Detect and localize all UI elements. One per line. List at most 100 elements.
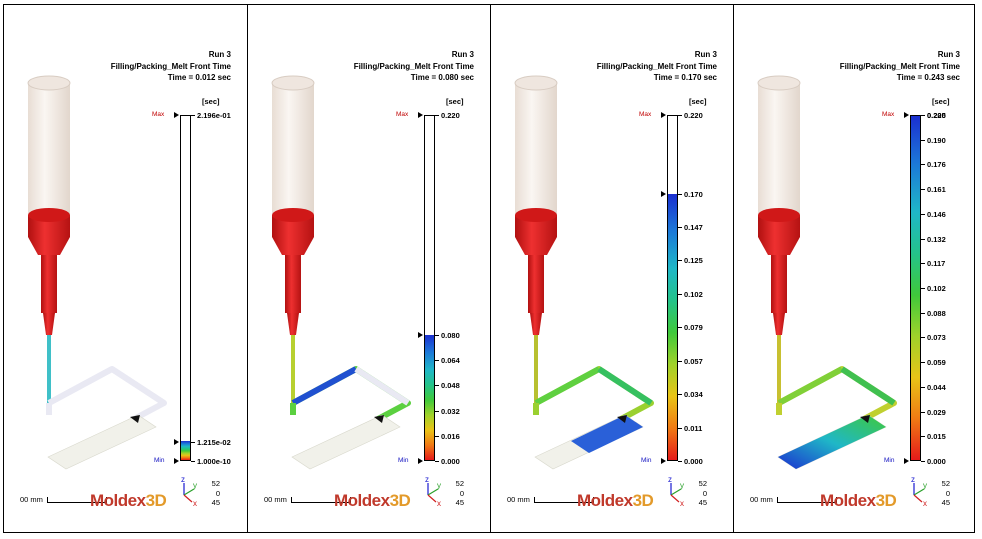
legend-tick-label: 0.057 bbox=[684, 356, 703, 366]
legend-tick-mark bbox=[921, 189, 925, 191]
barrel bbox=[515, 83, 557, 215]
nozzle-rim bbox=[28, 208, 70, 222]
scale-label: 00 mm bbox=[750, 495, 773, 504]
scale-label: 00 mm bbox=[20, 495, 43, 504]
legend-tick-label: 0.161 bbox=[927, 185, 946, 195]
panel-header: Run 3 Filling/Packing_Melt Front Time Ti… bbox=[597, 49, 717, 84]
legend-tick-label: 0.032 bbox=[441, 406, 460, 416]
legend-tick-mark bbox=[191, 115, 195, 116]
legend-tick-label: 0.132 bbox=[927, 234, 946, 244]
time-label: Time = 0.243 sec bbox=[896, 73, 960, 82]
legend-tick-mark bbox=[678, 226, 682, 228]
legend-tick-label: 0.147 bbox=[684, 222, 703, 232]
result-name: Filling/Packing_Melt Front Time bbox=[110, 61, 231, 71]
legend-tick-mark bbox=[678, 360, 682, 362]
legend-tick-label: 0.073 bbox=[927, 333, 946, 343]
max-label: Max bbox=[639, 111, 652, 118]
moldex3d-logo: Moldex3D bbox=[577, 491, 654, 510]
result-panel-2[interactable]: Run 3 Filling/Packing_Melt Front Time Ti… bbox=[248, 5, 491, 532]
svg-text:z: z bbox=[425, 475, 429, 484]
legend-tick-mark bbox=[678, 293, 682, 295]
scale-line bbox=[46, 497, 107, 503]
result-panel-4[interactable]: Run 3 Filling/Packing_Melt Front Time Ti… bbox=[734, 5, 976, 532]
rotation-z: 45 bbox=[211, 498, 220, 507]
gate bbox=[860, 415, 870, 423]
legend-tick-mark bbox=[678, 327, 682, 329]
runner-branch-2 bbox=[110, 366, 166, 406]
scale-label: 00 mm bbox=[264, 495, 287, 504]
legend-tick-label: 0.220 bbox=[927, 111, 946, 120]
result-name: Filling/Packing_Melt Front Time bbox=[596, 61, 717, 71]
model-view[interactable] bbox=[4, 5, 248, 532]
model-view[interactable] bbox=[491, 5, 734, 532]
svg-text:z: z bbox=[181, 475, 185, 484]
current-level-marker bbox=[661, 190, 666, 197]
axis-triad-icon[interactable]: zy x bbox=[663, 475, 691, 507]
scale-label: 00 mm bbox=[507, 495, 530, 504]
legend-tick-mark bbox=[435, 335, 439, 337]
max-marker bbox=[174, 112, 179, 118]
legend-tick-mark bbox=[678, 427, 682, 429]
legend-tick-mark bbox=[921, 337, 925, 339]
legend-tick-label: 0.015 bbox=[927, 432, 946, 442]
current-level-marker bbox=[418, 332, 423, 339]
axis-triad-icon[interactable]: zy x bbox=[906, 475, 934, 507]
legend-tick-mark bbox=[678, 115, 682, 116]
part-plate bbox=[291, 414, 401, 470]
panel-header: Run 3 Filling/Packing_Melt Front Time Ti… bbox=[840, 49, 960, 84]
svg-text:x: x bbox=[923, 499, 927, 507]
run-label: Run 3 bbox=[937, 50, 960, 59]
run-label: Run 3 bbox=[208, 50, 231, 59]
legend-tick-label: 0.029 bbox=[927, 407, 946, 417]
legend-tick-label: 2.196e-01 bbox=[197, 111, 231, 120]
result-name: Filling/Packing_Melt Front Time bbox=[839, 61, 960, 71]
time-label: Time = 0.012 sec bbox=[167, 73, 231, 82]
legend-tick-label: 0.000 bbox=[684, 457, 703, 466]
svg-text:x: x bbox=[437, 499, 441, 507]
axis-triad-icon[interactable]: zy x bbox=[176, 475, 204, 507]
panel-header: Run 3 Filling/Packing_Melt Front Time Ti… bbox=[354, 49, 474, 84]
barrel-top bbox=[757, 75, 801, 91]
legend-tick-label: 0.220 bbox=[441, 111, 460, 120]
legend-tick-mark bbox=[435, 115, 439, 116]
svg-text:z: z bbox=[911, 475, 915, 484]
barrel-top bbox=[271, 75, 315, 91]
scale-line bbox=[776, 497, 837, 503]
legend-tick-label: 1.000e-10 bbox=[197, 457, 231, 466]
legend-tick-label: 0.016 bbox=[441, 431, 460, 441]
rotation-x: 52 bbox=[211, 479, 220, 488]
model-view[interactable] bbox=[734, 5, 976, 532]
rotation-x: 52 bbox=[455, 479, 464, 488]
legend-tick-label: 0.080 bbox=[441, 331, 460, 341]
rotation-x: 52 bbox=[698, 479, 707, 488]
legend-tick-label: 0.176 bbox=[927, 160, 946, 170]
nozzle-tip bbox=[287, 313, 299, 335]
rotation-z: 45 bbox=[455, 498, 464, 507]
unit-label: [sec] bbox=[446, 97, 464, 106]
legend-tick-mark bbox=[921, 263, 925, 265]
legend-tick-mark bbox=[921, 362, 925, 364]
legend-tick-label: 0.048 bbox=[441, 381, 460, 391]
legend-tick-label: 0.117 bbox=[927, 259, 946, 269]
max-label: Max bbox=[882, 111, 895, 118]
moldex3d-logo: Moldex3D bbox=[334, 491, 411, 510]
moldex3d-logo: Moldex3D bbox=[90, 491, 167, 510]
svg-text:y: y bbox=[923, 481, 927, 490]
legend-tick-mark bbox=[678, 461, 682, 462]
svg-text:y: y bbox=[437, 481, 441, 490]
legend-fill bbox=[668, 194, 677, 460]
svg-text:y: y bbox=[193, 481, 197, 490]
runner-branch bbox=[777, 366, 844, 406]
results-frame: Run 3 Filling/Packing_Melt Front Time Ti… bbox=[3, 4, 975, 533]
result-panel-1[interactable]: Run 3 Filling/Packing_Melt Front Time Ti… bbox=[4, 5, 248, 532]
nozzle-shaft bbox=[285, 255, 301, 313]
svg-text:x: x bbox=[680, 499, 684, 507]
result-panel-3[interactable]: Run 3 Filling/Packing_Melt Front Time Ti… bbox=[491, 5, 734, 532]
runner-branch-2 bbox=[354, 366, 410, 406]
barrel-top bbox=[27, 75, 71, 91]
model-view[interactable] bbox=[248, 5, 491, 532]
axis-triad-icon[interactable]: zy x bbox=[420, 475, 448, 507]
legend-tick-label: 0.146 bbox=[927, 209, 946, 219]
legend-tick-mark bbox=[921, 312, 925, 314]
runner-branch bbox=[534, 366, 601, 406]
